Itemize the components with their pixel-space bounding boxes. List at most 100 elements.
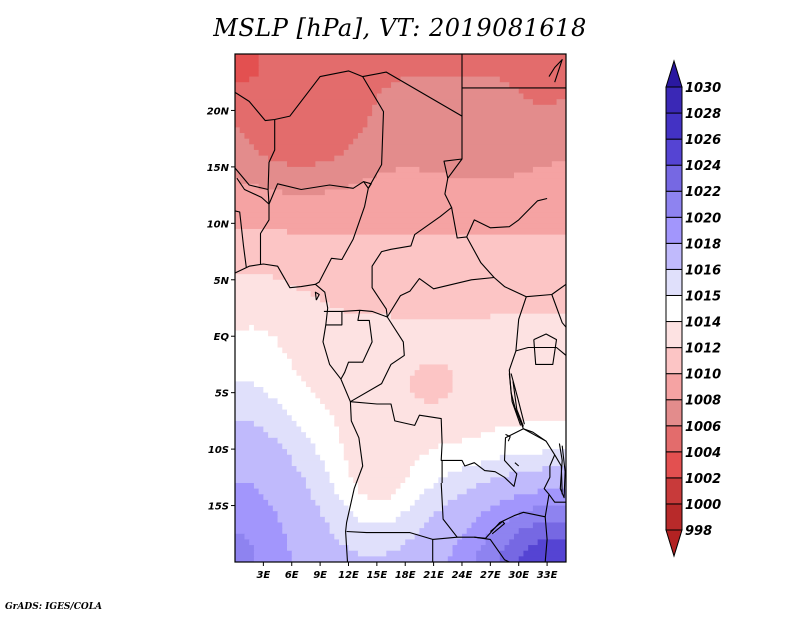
- pressure-cell: [348, 460, 416, 467]
- pressure-cell: [490, 477, 566, 484]
- pressure-cell: [235, 195, 566, 202]
- pressure-cell: [235, 443, 283, 450]
- pressure-cell: [428, 516, 477, 524]
- pressure-cell: [400, 76, 501, 83]
- pressure-cell: [357, 550, 387, 557]
- pressure-cell: [235, 392, 269, 399]
- pressure-cell: [381, 87, 520, 95]
- pressure-cell: [235, 330, 269, 337]
- pressure-cell: [339, 494, 368, 501]
- pressure-cell: [499, 499, 566, 507]
- colorbar-label: 1000: [685, 498, 721, 513]
- border-line: [443, 158, 463, 179]
- pressure-cell: [235, 166, 397, 174]
- pressure-cell: [310, 291, 566, 298]
- x-tick-label: 3E: [256, 570, 270, 581]
- colorbar-label: 1020: [685, 211, 721, 226]
- pressure-cell: [235, 432, 269, 439]
- y-tick-label: 15S: [208, 502, 229, 513]
- x-tick-label: 30E: [508, 570, 529, 581]
- pressure-cell: [235, 268, 566, 275]
- pressure-cell: [235, 223, 566, 230]
- pressure-cell: [343, 454, 421, 461]
- pressure-cell: [499, 550, 525, 557]
- border-line: [323, 310, 343, 326]
- pressure-cell: [476, 516, 510, 524]
- pressure-cell: [253, 381, 307, 388]
- pressure-cell: [235, 240, 566, 247]
- pressure-cell: [447, 499, 501, 507]
- border-line: [548, 59, 563, 83]
- pressure-cell: [268, 499, 316, 507]
- pressure-cell: [296, 420, 335, 428]
- pressure-cell: [235, 381, 255, 388]
- pressure-cell: [320, 296, 566, 303]
- pressure-cell: [235, 347, 283, 354]
- pressure-cell: [419, 528, 468, 535]
- pressure-cell: [235, 313, 392, 320]
- pressure-cell: [235, 364, 293, 371]
- y-tick-label: EQ: [214, 332, 230, 343]
- pressure-cell: [348, 183, 566, 191]
- pressure-cell: [235, 437, 279, 445]
- border-line: [267, 119, 276, 190]
- pressure-cell: [268, 155, 335, 162]
- x-tick-label: 6E: [285, 570, 299, 581]
- pressure-cell: [532, 522, 566, 529]
- pressure-cell: [461, 437, 566, 445]
- border-line: [386, 276, 495, 318]
- pressure-cell: [310, 387, 411, 394]
- pressure-cell: [268, 330, 566, 337]
- pressure-cell: [277, 341, 566, 349]
- pressure-cell: [357, 488, 397, 495]
- pressure-cell: [348, 466, 411, 473]
- pressure-cell: [277, 398, 321, 405]
- pressure-cell: [253, 324, 566, 332]
- pressure-cell: [504, 545, 529, 552]
- border-line: [489, 520, 506, 535]
- pressure-cell: [353, 511, 402, 518]
- pressure-cell: [542, 466, 566, 473]
- border-line: [514, 462, 520, 467]
- pressure-cell: [509, 516, 566, 524]
- border-line: [314, 291, 320, 301]
- pressure-cell: [447, 364, 566, 371]
- pressure-cell: [343, 308, 566, 315]
- pressure-cell: [235, 59, 260, 66]
- pressure-cell: [409, 381, 454, 388]
- pressure-cell: [343, 443, 439, 450]
- pressure-cell: [457, 494, 515, 501]
- pressure-cell: [320, 398, 425, 405]
- pressure-cell: [258, 488, 312, 495]
- pressure-cell: [433, 482, 477, 490]
- pressure-cell: [235, 449, 288, 456]
- border-line: [340, 310, 373, 380]
- colorbar-box: [665, 242, 683, 270]
- border-line: [235, 263, 364, 562]
- colorbar-box: [665, 451, 683, 479]
- pressure-cell: [235, 291, 312, 298]
- pressure-cell: [235, 398, 279, 405]
- pressure-cell: [329, 477, 354, 484]
- pressure-cell: [476, 482, 566, 490]
- pressure-cell: [235, 358, 293, 366]
- pressure-cell: [305, 477, 331, 484]
- pressure-cell: [320, 505, 350, 512]
- pressure-cell: [235, 133, 246, 140]
- pressure-cell: [235, 189, 283, 196]
- pressure-cell: [523, 93, 566, 100]
- pressure-cell: [367, 121, 566, 128]
- pressure-cell: [433, 511, 482, 518]
- pressure-cell: [235, 522, 283, 529]
- pressure-cell: [235, 387, 264, 394]
- pressure-cell: [353, 138, 566, 145]
- pressure-cell: [414, 499, 449, 507]
- pressure-cell: [339, 437, 463, 445]
- pressure-cell: [452, 550, 477, 557]
- pressure-cell: [485, 539, 510, 546]
- pressure-cell: [329, 471, 350, 478]
- pressure-cell: [235, 516, 279, 524]
- pressure-cell: [258, 70, 566, 78]
- pressure-cell: [287, 279, 566, 287]
